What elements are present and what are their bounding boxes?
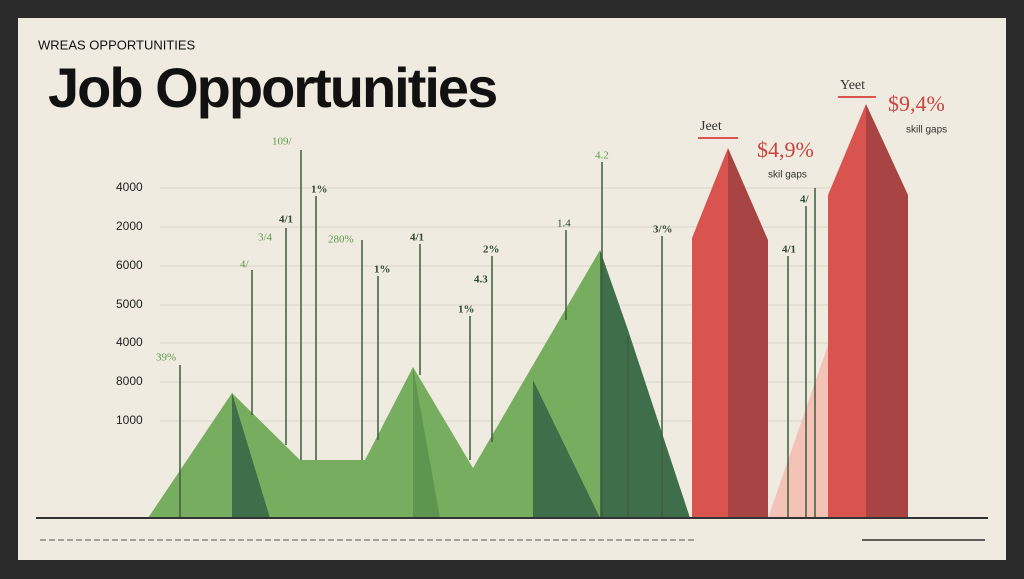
annotation: 4/	[240, 259, 250, 271]
annotation: 39%	[156, 352, 176, 364]
axis-label: 4000	[116, 335, 143, 349]
callout-value: $4,9%	[757, 137, 814, 162]
annotation: 2%	[483, 244, 500, 256]
annotation: 3/%	[653, 224, 673, 236]
axis-label: 6000	[116, 258, 143, 272]
axis-label: 2000	[116, 219, 143, 233]
annotation: 1%	[311, 184, 328, 196]
title: Job Opportunities	[48, 56, 496, 119]
prism-face	[866, 104, 908, 518]
prism-face	[728, 148, 768, 518]
annotation: 1.4	[557, 218, 571, 230]
annotation: 3/4	[258, 232, 273, 244]
axis-label: 5000	[116, 297, 143, 311]
annotation: 4/1	[782, 244, 796, 256]
green-mountains	[148, 250, 690, 518]
annotation: 1%	[458, 304, 475, 316]
prism-face	[692, 148, 728, 518]
red-prisms	[692, 104, 908, 518]
callout-value: $9,4%	[888, 91, 945, 116]
annotation: 4/1	[279, 214, 293, 226]
mountain-shade	[413, 367, 440, 518]
axis-label: 1000	[116, 413, 143, 427]
callouts: Jeet $4,9% skil gaps Yeet $9,4% skill ga…	[698, 78, 947, 181]
annotation: 4/	[800, 194, 810, 206]
callout-note: skill gaps	[906, 125, 947, 136]
mountain-shade	[600, 250, 690, 518]
annotation: 280%	[328, 234, 354, 246]
annotation: 4/1	[410, 232, 424, 244]
annotation: 4.3	[474, 274, 488, 286]
callout-label: Yeet	[840, 78, 865, 93]
mountain-shade	[232, 393, 270, 518]
callout-note: skil gaps	[768, 170, 807, 181]
axis-label: 4000	[116, 180, 143, 194]
prism-face	[828, 104, 866, 518]
annotation: 1%	[374, 264, 391, 276]
axis-labels: 4000 2000 6000 5000 4000 8000 1000	[116, 180, 143, 427]
annotation: 4.2	[595, 150, 609, 162]
vertical-lines	[179, 150, 816, 518]
pink-area	[768, 345, 828, 518]
annotation: 109/	[272, 136, 293, 148]
axis-label: 8000	[116, 374, 143, 388]
annotations: 109/ 1% 4/1 3/4 4/ 280% 4/1 1% 2% 4.3 1%…	[156, 136, 810, 364]
mountain-shade	[533, 380, 600, 518]
callout-label: Jeet	[700, 119, 722, 134]
subtitle: WREAS OPPORTUNITIES	[38, 37, 196, 52]
